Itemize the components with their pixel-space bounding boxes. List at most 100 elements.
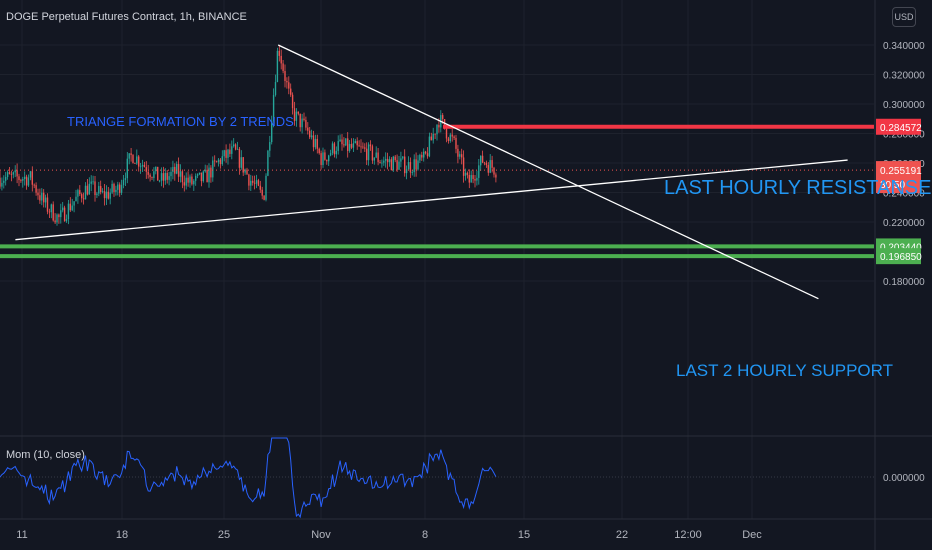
candle-body xyxy=(443,119,446,129)
candle-body xyxy=(489,160,491,173)
candle-body xyxy=(272,95,275,122)
candle-body xyxy=(314,138,317,148)
candle-body xyxy=(158,180,161,182)
annotation-triangle[interactable]: TRIANGE FORMATION BY 2 TRENDS xyxy=(67,114,294,129)
support-upper-price-tag-text: 0.203440 xyxy=(880,242,922,253)
candle-body xyxy=(409,162,412,173)
candle-body xyxy=(257,180,260,186)
candle-body xyxy=(105,191,108,199)
candle-body xyxy=(43,192,45,203)
candle-body xyxy=(31,171,33,185)
candle-body xyxy=(303,118,305,120)
candle-body xyxy=(485,162,488,166)
candle-body xyxy=(282,63,284,71)
candle-body xyxy=(60,210,62,218)
candle-body xyxy=(426,153,429,157)
candle-body xyxy=(119,184,121,193)
candle-body xyxy=(318,148,320,154)
candle-body xyxy=(172,166,174,172)
candle-body xyxy=(214,160,216,162)
candle-body xyxy=(160,173,163,181)
candle-body xyxy=(46,197,49,212)
indicator-title[interactable]: Mom (10, close) xyxy=(6,449,85,461)
x-tick-label: 11 xyxy=(16,529,27,541)
candle-body xyxy=(329,153,332,156)
candle-body xyxy=(35,185,37,193)
candle-body xyxy=(328,155,330,162)
y-tick-label: 0.340000 xyxy=(883,41,925,52)
candle-body xyxy=(322,152,324,165)
candle-body xyxy=(267,150,269,176)
x-tick-label: 8 xyxy=(422,529,428,541)
candle-body xyxy=(210,167,212,178)
candle-body xyxy=(373,157,375,161)
candle-body xyxy=(8,172,11,175)
candle-body xyxy=(136,156,138,164)
candle-body xyxy=(37,192,39,196)
candle-body xyxy=(27,177,30,186)
candle-body xyxy=(468,174,470,183)
candle-body xyxy=(301,118,303,128)
y-tick-label: 0.180000 xyxy=(883,277,925,288)
candle-body xyxy=(253,182,256,184)
candle-body xyxy=(134,163,136,164)
candle-body xyxy=(86,185,89,195)
candle-body xyxy=(6,172,9,177)
candle-body xyxy=(415,159,417,170)
candle-body xyxy=(381,162,383,164)
candle-body xyxy=(493,167,495,175)
symbol-title: DOGE Perpetual Futures Contract, 1h, BIN… xyxy=(6,11,247,23)
candle-body xyxy=(436,124,438,135)
trend-line-descending xyxy=(277,44,819,300)
candle-body xyxy=(22,179,24,181)
candle-body xyxy=(424,151,427,154)
resistance-price-tag-text: 0.284572 xyxy=(880,123,922,134)
annotation-resistance[interactable]: LAST HOURLY RESISTANSE xyxy=(664,177,932,199)
candle-body xyxy=(109,192,111,199)
candle-body xyxy=(417,160,419,170)
candle-body xyxy=(124,178,127,180)
candle-body xyxy=(130,153,132,156)
candle-body xyxy=(81,194,83,199)
candle-body xyxy=(451,134,453,137)
candle-body xyxy=(191,176,193,185)
candle-body xyxy=(231,146,233,154)
candle-body xyxy=(67,203,70,220)
candle-body xyxy=(14,170,16,173)
y-tick-label: 0.300000 xyxy=(883,100,925,111)
candle-body xyxy=(128,153,130,159)
candle-body xyxy=(103,191,106,199)
annotation-support[interactable]: LAST 2 HOURLY SUPPORT xyxy=(676,361,893,380)
candle-body xyxy=(215,161,218,163)
candle-body xyxy=(153,171,155,178)
candle-body xyxy=(461,154,463,158)
candle-body xyxy=(233,144,235,147)
candle-body xyxy=(400,158,402,162)
candle-body xyxy=(290,88,292,95)
candle-body xyxy=(183,182,185,186)
candle-body xyxy=(472,175,474,180)
candle-body xyxy=(474,179,476,181)
candle-body xyxy=(221,156,223,165)
candle-body xyxy=(141,164,144,167)
candle-body xyxy=(402,156,404,159)
candle-body xyxy=(170,171,172,177)
candle-body xyxy=(280,55,282,64)
candle-body xyxy=(459,154,461,157)
candle-body xyxy=(217,159,220,163)
candle-body xyxy=(453,136,455,138)
candle-body xyxy=(187,177,189,183)
y-tick-label: 0.240000 xyxy=(883,189,925,200)
candle-body xyxy=(297,111,299,114)
currency-button[interactable]: USD xyxy=(892,7,916,27)
candle-body xyxy=(225,150,227,158)
candle-body xyxy=(449,134,451,142)
candle-body xyxy=(394,156,396,161)
candle-body xyxy=(432,133,434,141)
candle-body xyxy=(155,166,157,172)
candle-body xyxy=(396,160,398,170)
candle-body xyxy=(5,176,7,181)
